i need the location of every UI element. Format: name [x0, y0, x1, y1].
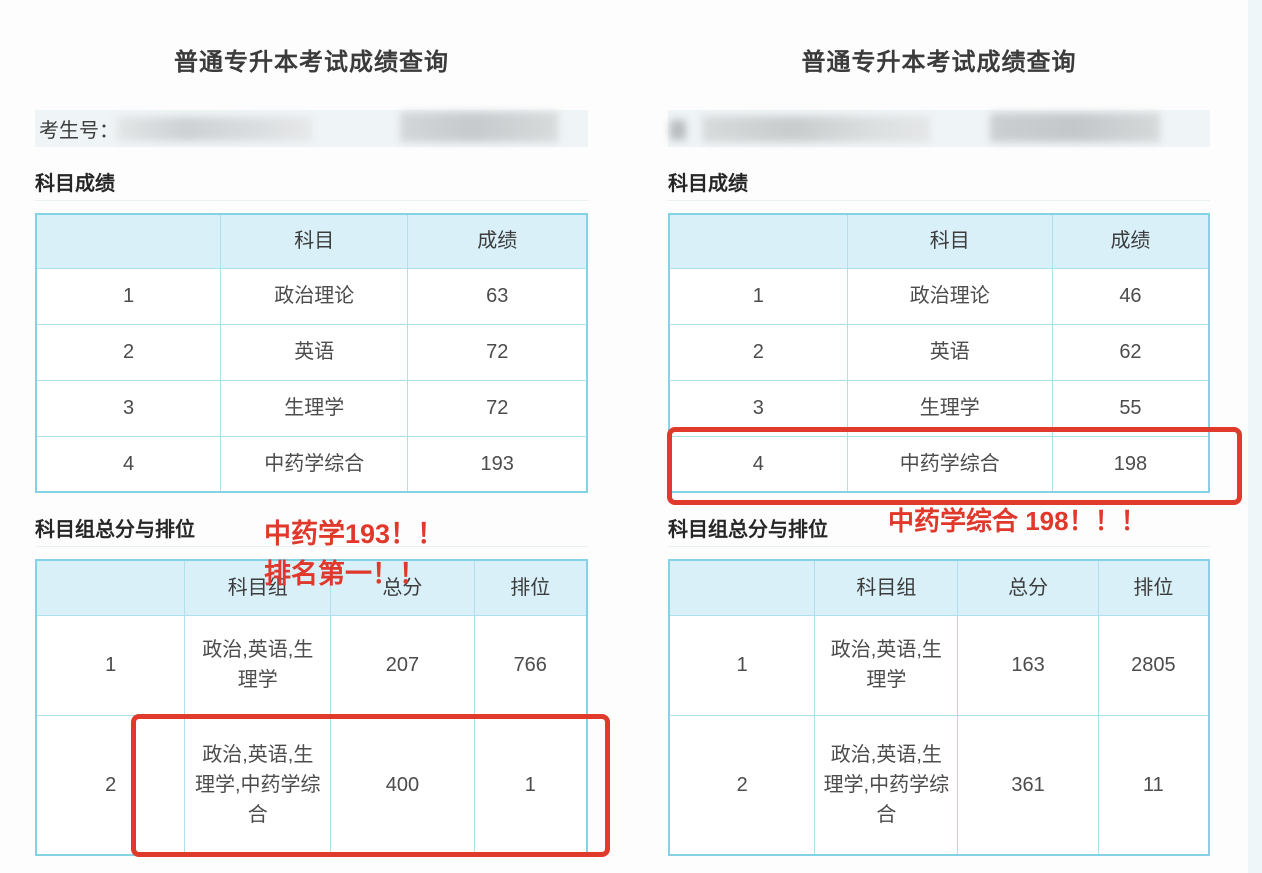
cell-total: 400: [330, 714, 475, 856]
candidate-label-blurred: [670, 120, 686, 140]
table-header-row: 科目组 总分 排位: [35, 559, 588, 616]
column-header-index: [35, 213, 222, 269]
table-row: 2 政治,英语,生理学,中药学综合 400 1: [35, 714, 588, 856]
cell-index: 3: [668, 379, 848, 437]
cell-rank: 2805: [1097, 614, 1210, 716]
cell-index: 4: [668, 435, 848, 493]
annotation-text-right: 中药学综合 198！！！: [888, 504, 1147, 538]
page-title: 普通专升本考试成绩查询: [174, 49, 449, 76]
table-row: 1 政治理论 63: [35, 267, 588, 325]
cell-subject: 政治理论: [220, 267, 409, 325]
column-header-score: 成绩: [1051, 213, 1210, 269]
cell-subject: 政治理论: [846, 267, 1053, 325]
group-total-rank-heading: 科目组总分与排位: [668, 513, 1210, 547]
score-panel-right: 普通专升本考试成绩查询 科目成绩 科目 成绩 1 政治理论 46: [668, 38, 1210, 856]
cell-index: 2: [35, 714, 186, 856]
cell-index: 2: [668, 714, 816, 856]
column-header-score: 成绩: [407, 213, 588, 269]
group-total-rank-table: 科目组 总分 排位 1 政治,英语,生理学 163 2805 2 政治,英语,生…: [668, 559, 1210, 856]
cell-score: 62: [1051, 323, 1210, 381]
cell-total: 361: [957, 714, 1099, 856]
column-header-total: 总分: [330, 559, 475, 616]
cell-rank: 1: [473, 714, 588, 856]
table-row: 1 政治,英语,生理学 207 766: [35, 614, 588, 716]
table-row: 3 生理学 72: [35, 379, 588, 437]
group-total-rank-table: 科目组 总分 排位 1 政治,英语,生理学 207 766 2 政治,英语,生理…: [35, 559, 588, 856]
column-header-total: 总分: [957, 559, 1099, 616]
cell-score: 193: [407, 435, 588, 493]
annotation-line1: 中药学193！！: [264, 519, 445, 549]
cell-subject: 生理学: [220, 379, 409, 437]
annotation-line1: 中药学综合 198！！！: [888, 506, 1147, 536]
cell-score: 55: [1051, 379, 1210, 437]
cell-index: 2: [668, 323, 848, 381]
cell-group: 政治,英语,生理学: [814, 614, 959, 716]
subject-scores-table: 科目 成绩 1 政治理论 46 2 英语 62 3 生理学 55: [668, 213, 1210, 493]
cell-total: 207: [330, 614, 475, 716]
annotation-line2: 排名第一！！: [264, 559, 426, 589]
table-row: 1 政治理论 46: [668, 267, 1210, 325]
subject-scores-table: 科目 成绩 1 政治理论 63 2 英语 72 3 生理学 72: [35, 213, 588, 493]
column-header-index: [668, 213, 848, 269]
cell-subject: 中药学综合: [220, 435, 409, 493]
page-edge-strip: [1248, 0, 1262, 873]
table-header-row: 科目 成绩: [668, 213, 1210, 269]
table-row: 4 中药学综合 198: [668, 435, 1210, 493]
column-header-index: [35, 559, 186, 616]
table-row: 2 英语 62: [668, 323, 1210, 381]
cell-group: 政治,英语,生理学: [184, 614, 332, 716]
candidate-name-blurred: [990, 113, 1160, 142]
table-row: 1 政治,英语,生理学 163 2805: [668, 614, 1210, 716]
cell-rank: 766: [473, 614, 588, 716]
cell-score: 198: [1051, 435, 1210, 493]
cell-score: 72: [407, 379, 588, 437]
annotation-text-left: 中药学193！！ 排名第一！！: [264, 514, 444, 594]
cell-group: 政治,英语,生理学,中药学综合: [814, 714, 959, 856]
table-header-row: 科目组 总分 排位: [668, 559, 1210, 616]
table-row: 2 政治,英语,生理学,中药学综合 361 11: [668, 714, 1210, 856]
cell-score: 63: [407, 267, 588, 325]
cell-subject: 生理学: [846, 379, 1053, 437]
cell-index: 2: [35, 323, 222, 381]
cell-score: 72: [407, 323, 588, 381]
subject-scores-heading: 科目成绩: [35, 167, 588, 201]
candidate-number-blurred: [702, 116, 930, 142]
column-header-rank: 排位: [1097, 559, 1210, 616]
table-row: 4 中药学综合 193: [35, 435, 588, 493]
cell-subject: 英语: [846, 323, 1053, 381]
cell-index: 1: [668, 614, 816, 716]
table-row: 3 生理学 55: [668, 379, 1210, 437]
cell-index: 1: [668, 267, 848, 325]
candidate-number-label: 考生号：: [39, 120, 119, 142]
column-header-rank: 排位: [473, 559, 588, 616]
column-header-group: 科目组: [814, 559, 959, 616]
cell-index: 1: [35, 614, 186, 716]
cell-total: 163: [957, 614, 1099, 716]
column-header-subject: 科目: [846, 213, 1053, 269]
cell-score: 46: [1051, 267, 1210, 325]
cell-group: 政治,英语,生理学,中药学综合: [184, 714, 332, 856]
cell-index: 4: [35, 435, 222, 493]
group-total-rank-heading: 科目组总分与排位: [35, 513, 588, 547]
column-header-index: [668, 559, 816, 616]
score-panel-left: 普通专升本考试成绩查询 考生号： 科目成绩 科目 成绩 1 政治理论 63: [35, 38, 588, 856]
cell-subject: 中药学综合: [846, 435, 1053, 493]
cell-index: 1: [35, 267, 222, 325]
candidate-number-blurred: [117, 117, 312, 141]
candidate-name-blurred: [400, 112, 558, 142]
cell-index: 3: [35, 379, 222, 437]
candidate-number-row: [668, 110, 1210, 147]
candidate-number-row: 考生号：: [35, 110, 588, 147]
cell-rank: 11: [1097, 714, 1210, 856]
table-header-row: 科目 成绩: [35, 213, 588, 269]
subject-scores-heading: 科目成绩: [668, 167, 1210, 201]
table-row: 2 英语 72: [35, 323, 588, 381]
column-header-group: 科目组: [184, 559, 332, 616]
column-header-subject: 科目: [220, 213, 409, 269]
cell-subject: 英语: [220, 323, 409, 381]
page-title: 普通专升本考试成绩查询: [801, 49, 1077, 76]
